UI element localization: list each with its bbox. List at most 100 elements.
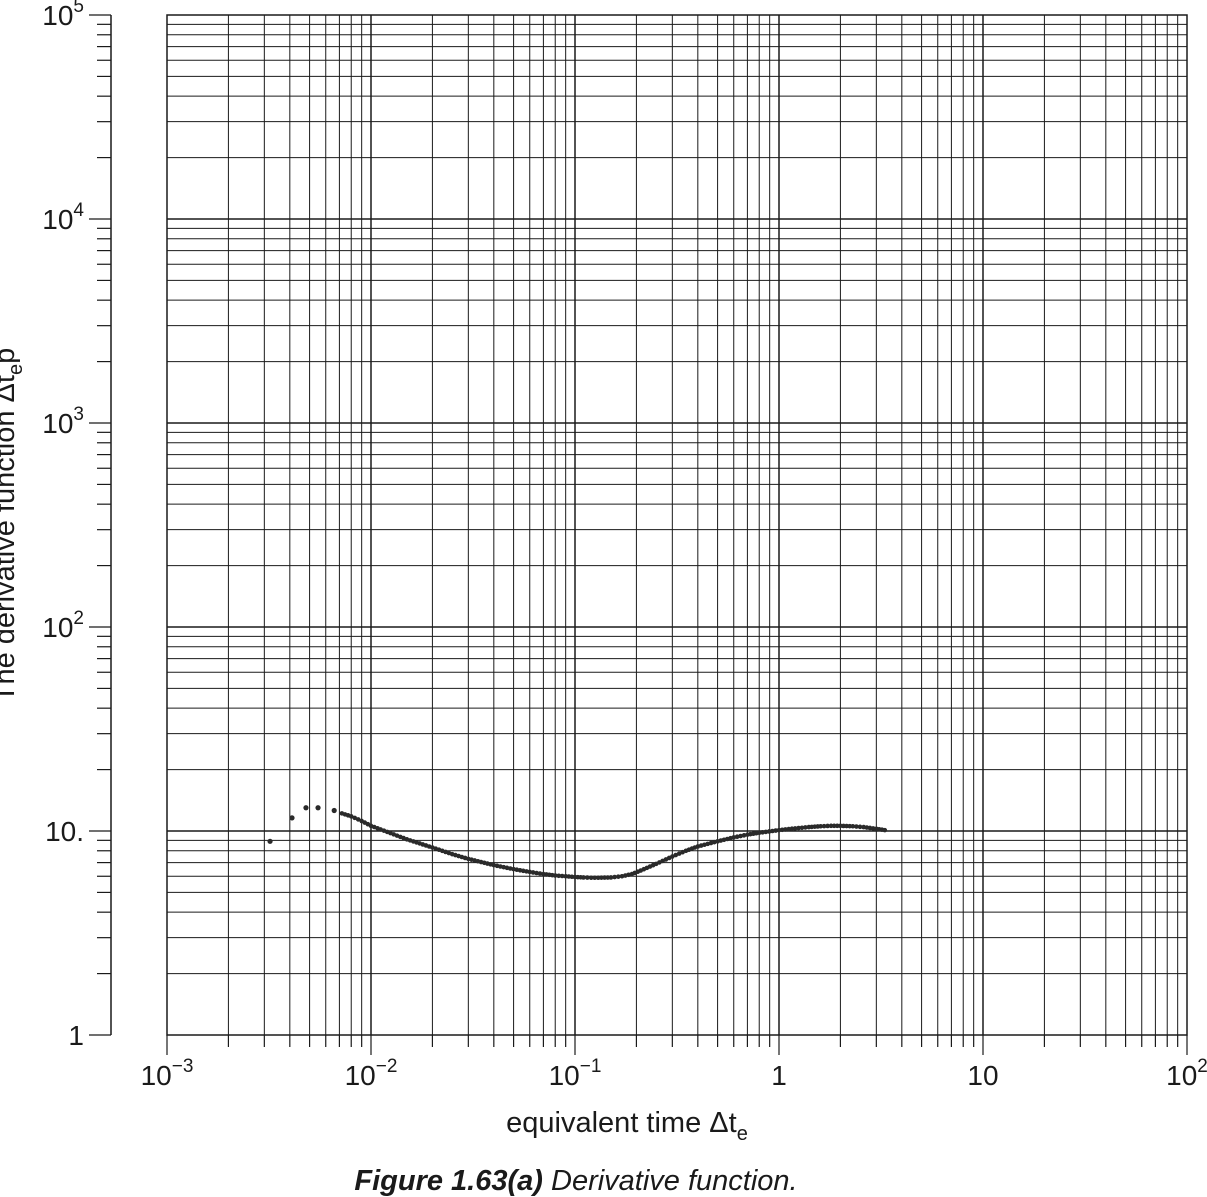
figure-label: Figure 1.63(a) xyxy=(354,1165,543,1197)
data-point-trace xyxy=(626,872,631,878)
y-tick-label-exponent: 3 xyxy=(73,404,84,425)
y-tick-label-base: 10 xyxy=(42,204,73,235)
x-tick-label-base: 10 xyxy=(1166,1060,1197,1091)
plot-frame xyxy=(166,14,1188,1036)
data-point-trace xyxy=(741,833,747,838)
x-tick-label: 10−3 xyxy=(141,1056,194,1091)
data-point-trace xyxy=(738,833,743,839)
y-tick-label-exponent: 2 xyxy=(73,608,84,629)
x-tick-label-exponent: 2 xyxy=(1197,1056,1207,1077)
data-point-trace xyxy=(401,835,406,841)
data-point-trace xyxy=(773,828,779,833)
y-tick-label-base: 10. xyxy=(45,816,84,847)
data-point-trace xyxy=(857,824,863,830)
data-point-trace xyxy=(578,874,583,880)
y-tick-label-exponent: 4 xyxy=(73,200,84,221)
y-tick-label-base: 10 xyxy=(42,408,73,439)
data-point-trace xyxy=(345,813,351,818)
data-point-trace xyxy=(734,834,740,840)
x-axis-title-subscript: e xyxy=(737,1123,748,1145)
data-point-trace xyxy=(680,849,685,855)
data-point-trace xyxy=(569,874,575,880)
data-point xyxy=(331,807,337,814)
y-tick-label: 103 xyxy=(42,404,84,439)
y-tick-label-base: 1 xyxy=(68,1020,84,1051)
y-tick-label: 102 xyxy=(42,608,84,643)
data-point-trace xyxy=(446,850,452,856)
data-point-trace xyxy=(847,823,852,829)
data-point-trace xyxy=(879,827,885,832)
data-point xyxy=(289,815,295,821)
figure-description: Derivative function. xyxy=(551,1165,798,1197)
data-point-trace xyxy=(799,825,805,831)
data-point-trace xyxy=(584,875,590,880)
data-point-trace xyxy=(381,828,387,833)
grid-lines xyxy=(167,15,1187,1035)
data-point-trace xyxy=(462,855,468,861)
y-tick-label: 104 xyxy=(42,200,84,235)
data-point-trace xyxy=(616,874,621,879)
x-tick-label-base: 10 xyxy=(967,1060,998,1091)
data-point-trace xyxy=(870,826,876,831)
x-tick-label-exponent: −1 xyxy=(580,1056,602,1077)
data-point xyxy=(303,805,309,811)
data-point-trace xyxy=(854,824,859,829)
figure-caption: Figure 1.63(a) Derivative function. xyxy=(354,1165,797,1197)
y-axis-title-suffix: p xyxy=(0,348,21,364)
x-tick-label-base: 10 xyxy=(549,1060,580,1091)
data-point-trace xyxy=(650,862,656,868)
x-tick-label-exponent: −2 xyxy=(376,1056,398,1077)
data-point-trace xyxy=(728,835,733,841)
data-point-trace xyxy=(821,823,827,829)
data-point-trace xyxy=(635,869,641,875)
data-point-trace xyxy=(612,874,617,880)
data-point-trace xyxy=(803,825,808,830)
data-point-trace xyxy=(815,824,820,829)
data-point-trace xyxy=(488,862,493,867)
data-point-trace xyxy=(556,873,562,879)
data-point-trace xyxy=(534,870,539,876)
data-point-trace xyxy=(537,871,543,876)
data-point-trace xyxy=(352,815,358,821)
data-point-trace xyxy=(365,821,371,827)
y-tick-label: 10. xyxy=(45,816,84,847)
axes xyxy=(89,14,1188,1055)
data-point-trace xyxy=(605,875,611,880)
y-tick-label-base: 10 xyxy=(42,0,73,31)
y-tick-label-exponent: 5 xyxy=(73,0,84,17)
x-tick-label: 102 xyxy=(1166,1056,1207,1091)
data-point-trace xyxy=(692,845,698,850)
data-point xyxy=(267,838,273,844)
data-point-trace xyxy=(559,873,565,879)
y-axis-title-subscript: e xyxy=(5,364,27,375)
x-tick-label-base: 10 xyxy=(345,1060,376,1091)
data-point-trace xyxy=(753,830,759,836)
data-point xyxy=(315,805,321,811)
y-tick-label: 1 xyxy=(68,1020,84,1051)
x-tick-label-exponent: −3 xyxy=(172,1056,194,1077)
y-tick-label: 105 xyxy=(42,0,84,31)
data-point-trace xyxy=(796,825,801,831)
data-point-trace xyxy=(834,823,840,829)
data-point-trace xyxy=(666,855,672,861)
data-point-trace xyxy=(789,826,795,832)
data-point-trace xyxy=(549,872,555,878)
data-point-trace xyxy=(825,823,830,829)
x-tick-label: 1 xyxy=(771,1060,787,1091)
x-axis-title-main: equivalent time Δt xyxy=(506,1107,737,1139)
data-point-trace xyxy=(711,839,717,845)
data-point-trace xyxy=(507,866,513,871)
data-point-trace xyxy=(524,869,529,874)
y-axis-title-main: The derivative function Δt xyxy=(0,375,21,702)
y-axis-title: The derivative function Δtep xyxy=(0,348,27,703)
data-point-trace xyxy=(355,817,361,822)
x-tick-label-base: 1 xyxy=(771,1060,787,1091)
data-point-trace xyxy=(426,844,432,849)
x-tick-label: 10 xyxy=(967,1060,998,1091)
x-tick-label: 10−1 xyxy=(549,1056,602,1091)
x-tick-label: 10−2 xyxy=(345,1056,398,1091)
data-series xyxy=(267,805,888,881)
data-point-trace xyxy=(530,870,536,875)
